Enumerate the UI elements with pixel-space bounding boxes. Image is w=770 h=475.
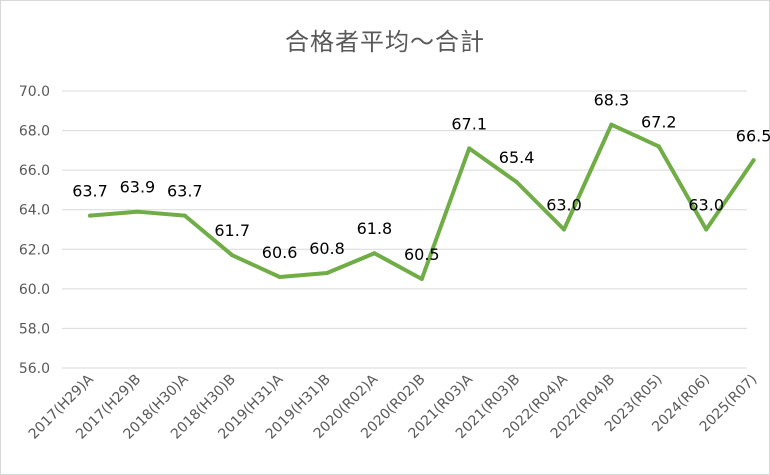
y-tick-label: 66.0 bbox=[19, 163, 50, 179]
data-label: 63.7 bbox=[72, 182, 108, 201]
y-tick-label: 70.0 bbox=[19, 84, 50, 100]
data-point bbox=[751, 158, 756, 163]
y-tick-label: 64.0 bbox=[19, 203, 50, 219]
data-point bbox=[135, 209, 140, 214]
data-point bbox=[182, 213, 187, 218]
data-point bbox=[467, 146, 472, 151]
data-label: 63.0 bbox=[546, 196, 582, 215]
data-point bbox=[562, 227, 566, 232]
y-tick-label: 60.0 bbox=[19, 282, 50, 298]
data-point bbox=[609, 122, 614, 127]
data-point bbox=[230, 253, 235, 258]
data-point bbox=[325, 271, 329, 276]
data-point bbox=[277, 274, 282, 279]
data-label: 63.0 bbox=[688, 196, 724, 215]
data-label: 60.8 bbox=[309, 239, 345, 258]
data-point bbox=[514, 180, 519, 185]
data-label: 66.5 bbox=[736, 126, 770, 145]
data-point bbox=[419, 276, 424, 281]
y-tick-label: 56.0 bbox=[19, 361, 50, 377]
data-point bbox=[704, 227, 709, 232]
data-label: 63.9 bbox=[120, 178, 156, 197]
data-label: 61.7 bbox=[214, 221, 250, 240]
chart-title: 合格者平均～合計 bbox=[285, 28, 485, 56]
data-point bbox=[656, 144, 661, 149]
data-label: 67.1 bbox=[451, 114, 487, 133]
data-point bbox=[372, 251, 377, 256]
data-label: 65.4 bbox=[499, 148, 535, 167]
y-tick-label: 62.0 bbox=[19, 242, 50, 258]
data-label: 68.3 bbox=[594, 91, 630, 110]
data-label: 67.2 bbox=[641, 112, 677, 131]
data-label: 60.6 bbox=[262, 243, 298, 262]
y-tick-label: 58.0 bbox=[19, 321, 50, 337]
data-label: 63.7 bbox=[167, 182, 203, 201]
data-label: 61.8 bbox=[357, 219, 393, 238]
data-point bbox=[88, 213, 92, 218]
data-label: 60.5 bbox=[404, 245, 440, 264]
y-tick-label: 68.0 bbox=[19, 124, 50, 140]
